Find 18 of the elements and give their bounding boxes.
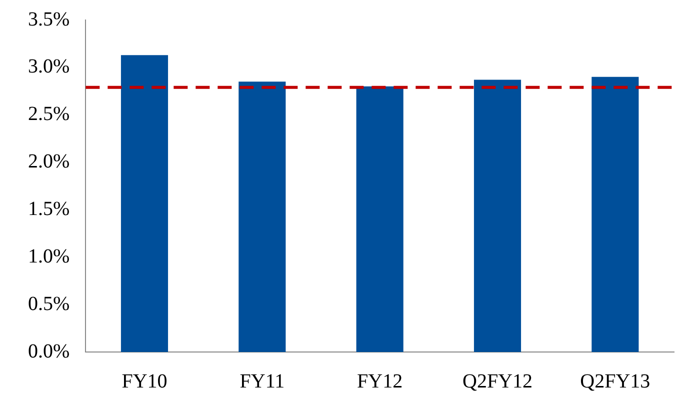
y-tick-label: 2.5%: [28, 103, 70, 126]
x-tick-label: Q2FY12: [462, 370, 533, 392]
bar: [120, 55, 168, 352]
y-tick-label: 3.5%: [28, 8, 70, 30]
y-tick-label: 3.0%: [28, 56, 70, 78]
bar: [356, 86, 404, 352]
y-tick-label: 1.5%: [28, 198, 70, 220]
y-tick-label: 0.5%: [28, 292, 70, 315]
y-tick-label: 1.0%: [28, 245, 70, 268]
x-tick-label: FY12: [357, 370, 403, 392]
bar: [238, 82, 286, 352]
bar: [474, 80, 522, 352]
x-tick-label: FY11: [240, 370, 285, 392]
bar: [592, 76, 639, 352]
y-tick-label: 2.0%: [28, 150, 70, 173]
y-tick-label: 0.0%: [28, 340, 70, 362]
x-tick-label: Q2FY13: [580, 370, 650, 392]
x-tick-label: FY10: [122, 370, 168, 392]
